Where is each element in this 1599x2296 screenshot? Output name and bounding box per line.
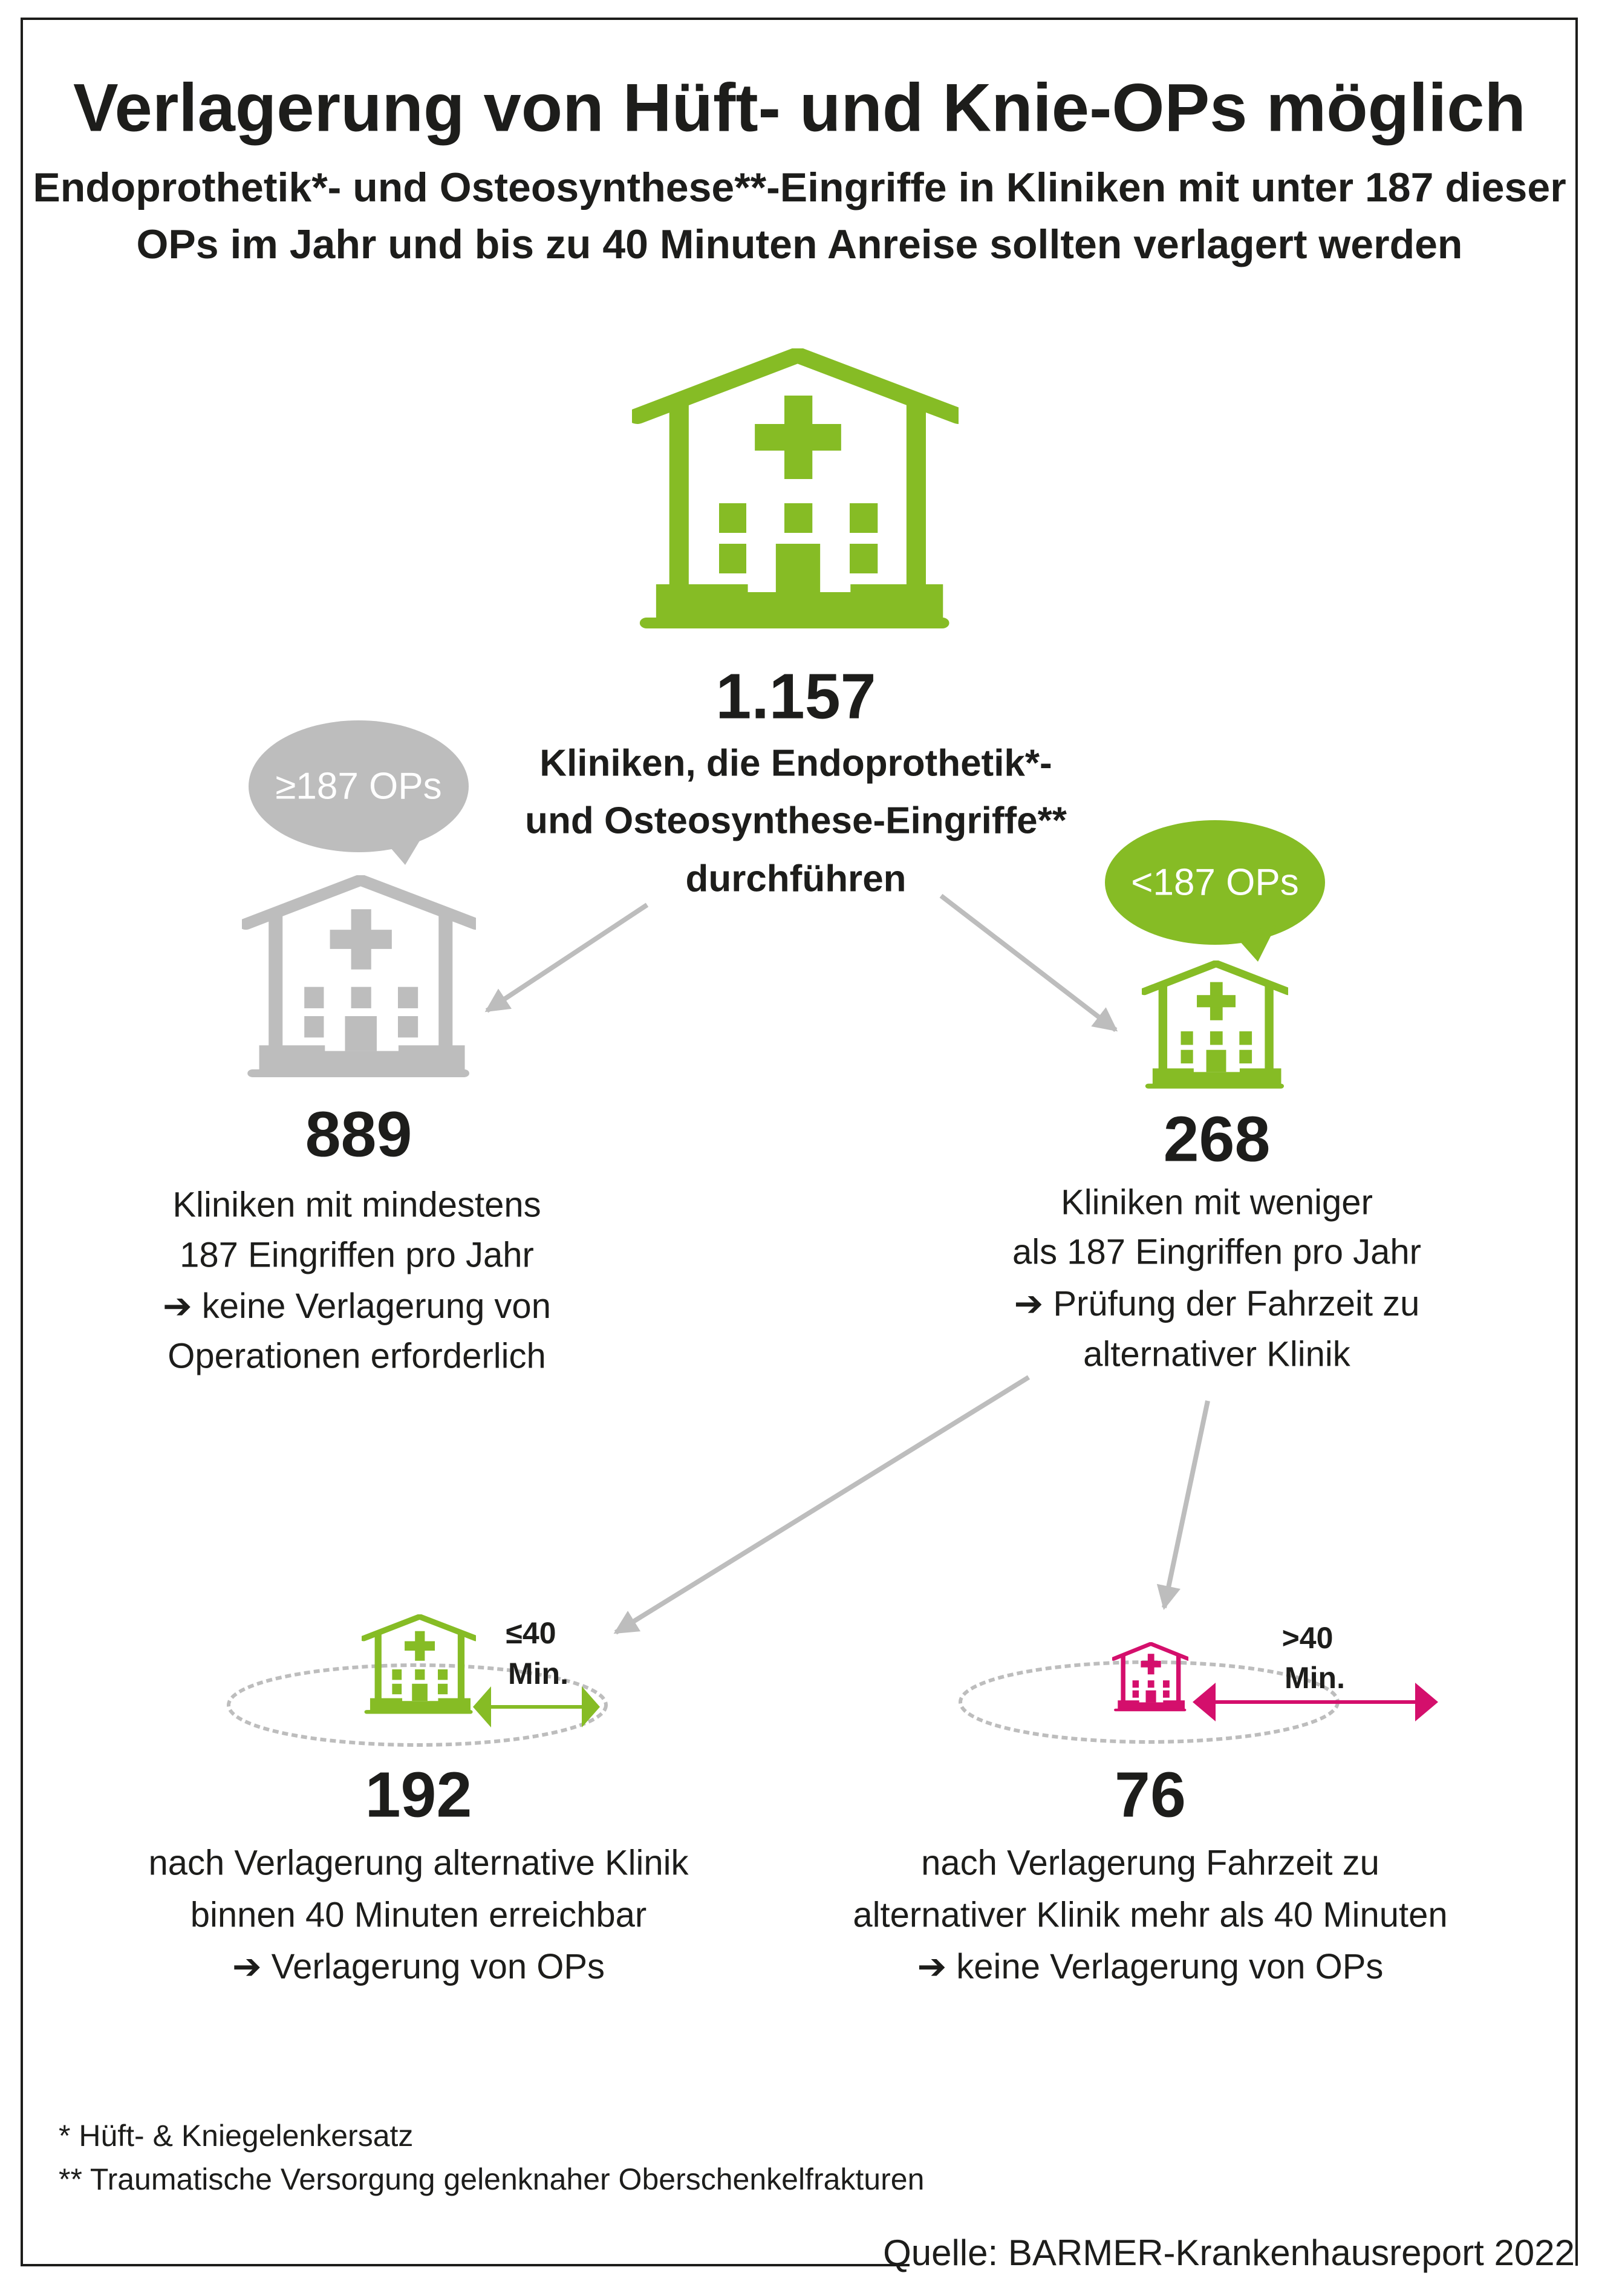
hospital-icon-gray (242, 875, 476, 1080)
total-clinics-line-2: und Osteosynthese-Eingriffe** (525, 800, 1067, 842)
total-clinics-value: 1.157 (715, 660, 876, 732)
distance-label-far: >40 (1281, 1621, 1334, 1655)
bubble-gray (249, 720, 469, 865)
total-clinics-line-3: durchführen (685, 858, 907, 900)
distance-unit-near: Min. (508, 1657, 568, 1691)
hospital-icon-green-near (362, 1614, 476, 1715)
left-value: 889 (305, 1098, 412, 1170)
footnote-2: ** Traumatische Versorgung gelenknaher O… (59, 2162, 925, 2196)
right-line-1: Kliniken mit weniger (1061, 1182, 1373, 1222)
hospital-icon (632, 348, 959, 633)
arrow-to-bottom-right (1156, 1400, 1210, 1610)
far-line-2: alternativer Klinik mehr als 40 Minuten (853, 1895, 1448, 1935)
hospital-icon-green-small (1142, 960, 1288, 1091)
total-clinics-line-1: Kliniken, die Endoprothetik*- (539, 742, 1052, 784)
left-line-4: Operationen erforderlich (168, 1336, 546, 1376)
distance-label-near: ≤40 (506, 1616, 556, 1650)
right-line-3: ➔ Prüfung der Fahrzeit zu (1014, 1284, 1420, 1323)
arrow-to-left (484, 902, 649, 1013)
near-line-2: binnen 40 Minuten erreichbar (190, 1895, 647, 1935)
far-line-1: nach Verlagerung Fahrzeit zu (921, 1843, 1379, 1883)
left-line-1: Kliniken mit mindestens (172, 1185, 541, 1225)
source-credit: Quelle: BARMER-Krankenhausreport 2022 (883, 2232, 1575, 2273)
distance-arrow-green (473, 1686, 600, 1727)
bubble-label-gray: ≥187 OPs (275, 765, 442, 807)
subtitle-line-2: OPs im Jahr und bis zu 40 Minuten Anreis… (136, 221, 1463, 267)
near-line-3: ➔ Verlagerung von OPs (232, 1947, 605, 1986)
left-line-2: 187 Eingriffen pro Jahr (180, 1235, 534, 1275)
arrow-to-bottom-left (613, 1375, 1031, 1635)
near-line-1: nach Verlagerung alternative Klinik (148, 1843, 689, 1883)
far-value: 76 (1115, 1759, 1186, 1831)
distance-unit-far: Min. (1285, 1661, 1345, 1695)
footnote-1: * Hüft- & Kniegelenkersatz (59, 2119, 414, 2153)
radius-ellipse-left (227, 1663, 608, 1747)
right-line-4: alternativer Klinik (1083, 1334, 1350, 1374)
distance-arrow-magenta (1193, 1683, 1438, 1721)
bubble-green (1105, 820, 1325, 962)
hospital-icon-magenta-far (1112, 1642, 1188, 1712)
bubble-label-green: <187 OPs (1131, 861, 1299, 904)
far-line-3: ➔ keine Verlagerung von OPs (917, 1947, 1384, 1986)
subtitle-line-1: Endoprothetik*- und Osteosynthese**-Eing… (33, 165, 1566, 210)
frame-bottom-line (21, 2264, 910, 2266)
frame-border (21, 18, 1578, 2266)
right-value: 268 (1163, 1103, 1271, 1175)
page-title: Verlagerung von Hüft- und Knie-OPs mögli… (73, 70, 1526, 146)
near-value: 192 (365, 1759, 472, 1831)
left-line-3: ➔ keine Verlagerung von (163, 1287, 551, 1326)
arrow-to-right (939, 893, 1118, 1032)
right-line-2: als 187 Eingriffen pro Jahr (1012, 1232, 1422, 1272)
